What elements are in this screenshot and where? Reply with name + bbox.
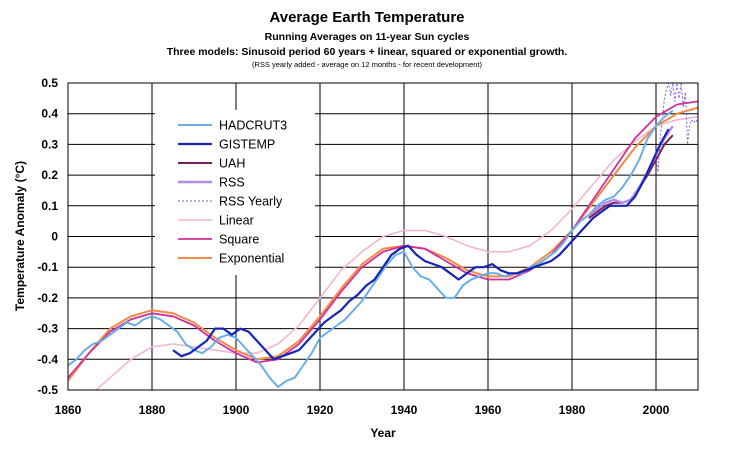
series-line-gistemp bbox=[172, 128, 670, 361]
x-tick-label: 1880 bbox=[139, 403, 166, 417]
x-tick-label: 1900 bbox=[223, 403, 250, 417]
series-line-hadcrut3 bbox=[68, 109, 674, 388]
x-axis-label: Year bbox=[370, 426, 396, 440]
legend-box bbox=[155, 110, 315, 275]
plot-frame bbox=[67, 82, 699, 391]
series-line-square bbox=[68, 100, 698, 379]
y-tick-label: -0.5 bbox=[37, 383, 58, 397]
legend-label: UAH bbox=[219, 157, 245, 171]
x-tick-label: 1920 bbox=[307, 403, 334, 417]
y-tick-label: 0.2 bbox=[41, 168, 58, 182]
legend: HADCRUT3 GISTEMP UAH RSS RSS Yearly Linear Squ… bbox=[155, 110, 315, 275]
series-line-exponential bbox=[68, 106, 698, 382]
legend-label: RSS bbox=[219, 176, 245, 190]
x-tick-labels: 1860 1880 1900 1920 1940 1960 1980 2000 bbox=[55, 403, 670, 417]
y-tick-label: 0.4 bbox=[41, 107, 58, 121]
chart-note: (RSS yearly added - average on 12 months… bbox=[252, 60, 483, 69]
legend-label: Square bbox=[219, 233, 259, 247]
chart-subtitle-2: Three models: Sinusoid period 60 years +… bbox=[167, 46, 568, 58]
y-tick-label: -0.4 bbox=[37, 352, 58, 366]
x-tick-label: 1960 bbox=[475, 403, 502, 417]
legend-label: Linear bbox=[219, 214, 254, 228]
x-tick-label: 1940 bbox=[391, 403, 418, 417]
y-tick-label: 0.5 bbox=[41, 76, 58, 90]
legend-label: GISTEMP bbox=[219, 138, 275, 152]
y-tick-label: 0.1 bbox=[41, 199, 58, 213]
x-tick-label: 1860 bbox=[55, 403, 82, 417]
legend-label: RSS Yearly bbox=[219, 195, 283, 209]
x-tick-label: 1980 bbox=[559, 403, 586, 417]
y-tick-label: -0.3 bbox=[37, 322, 58, 336]
series-lines bbox=[68, 83, 698, 390]
chart-subtitle: Running Averages on 11-year Sun cycles bbox=[265, 31, 470, 43]
y-tick-label: -0.2 bbox=[37, 291, 58, 305]
legend-label: Exponential bbox=[219, 252, 284, 266]
x-tick-label: 2000 bbox=[643, 403, 670, 417]
y-axis-label: Temperature Anomaly (°C) bbox=[13, 161, 27, 311]
y-tick-label: -0.1 bbox=[37, 260, 58, 274]
chart-title: Average Earth Temperature bbox=[269, 9, 464, 26]
y-tick-label: 0 bbox=[51, 230, 58, 244]
y-tick-labels: -0.5 -0.4 -0.3 -0.2 -0.1 0 0.1 0.2 0.3 0.4 0.5 bbox=[37, 76, 58, 397]
legend-label: HADCRUT3 bbox=[219, 119, 287, 133]
y-tick-label: 0.3 bbox=[41, 137, 58, 151]
series-line-rss-yearly bbox=[655, 83, 698, 173]
